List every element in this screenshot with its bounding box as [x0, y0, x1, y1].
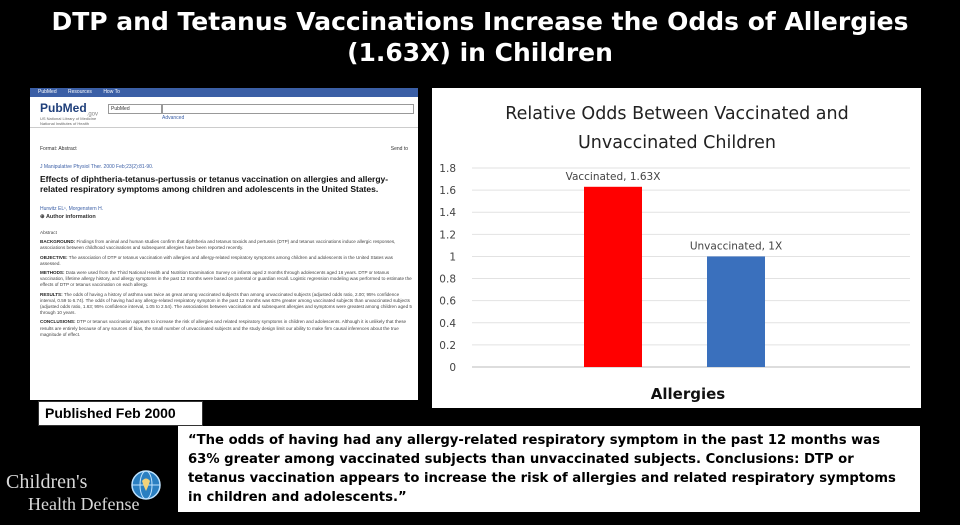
y-tick-label: 1: [449, 251, 456, 263]
topbar-item[interactable]: PubMed: [38, 89, 57, 95]
pubmed-logo-subtitle: US National Library of Medicine National…: [40, 116, 97, 126]
y-tick-label: 0.6: [439, 296, 456, 308]
pubmed-topbar: PubMed Resources How To: [30, 88, 418, 97]
bar-vaccinated: [584, 186, 642, 367]
advanced-search-link[interactable]: Advanced: [162, 115, 185, 121]
y-tick-label: 0.4: [439, 318, 456, 330]
globe-icon: [131, 470, 161, 500]
citation[interactable]: J Manipulative Physiol Ther. 2000 Feb;23…: [40, 164, 154, 170]
send-to-button[interactable]: Send to: [390, 146, 408, 152]
published-date-badge: Published Feb 2000: [38, 401, 203, 426]
abstract-conclusions: CONCLUSIONS: DTP or tetanus vaccination …: [40, 319, 407, 337]
pubmed-logo: PubMed.gov: [40, 101, 99, 118]
headline-line-1: DTP and Tetanus Vaccinations Increase th…: [51, 7, 909, 36]
database-select[interactable]: PubMed: [108, 104, 162, 114]
y-tick-label: 0: [449, 362, 456, 374]
author-information-toggle[interactable]: ⊕ Author information: [40, 214, 96, 220]
authors[interactable]: Hurwitz EL¹, Morgenstern H.: [40, 206, 104, 212]
chart-title-line-2: Unvaccinated Children: [578, 133, 776, 153]
abstract-objective: OBJECTIVE: The association of DTP or tet…: [40, 254, 393, 266]
y-tick-label: 1.4: [439, 207, 456, 219]
abstract-results: RESULTS: The odds of having a history of…: [40, 291, 412, 316]
abstract-body: Abstract BACKGROUND: Findings from anima…: [40, 230, 412, 341]
pubmed-abstract-screenshot: PubMed Resources How To PubMed.gov US Na…: [30, 88, 418, 400]
logo-text-line-2: Health Defense: [28, 494, 140, 514]
x-axis-label: Allergies: [651, 385, 726, 403]
search-input[interactable]: [162, 104, 414, 114]
format-selector[interactable]: Format: Abstract: [40, 146, 77, 152]
topbar-item[interactable]: How To: [103, 89, 120, 95]
abstract-quote: “The odds of having had any allergy-rela…: [178, 426, 920, 512]
y-tick-label: 1.8: [439, 163, 456, 175]
bar-data-label: Vaccinated, 1.63X: [566, 171, 661, 183]
bar-chart-card: Relative Odds Between Vaccinated and Unv…: [432, 88, 921, 408]
y-tick-label: 0.8: [439, 274, 456, 286]
logo-text-line-1: Children's: [6, 471, 88, 493]
y-tick-label: 0.2: [439, 340, 456, 352]
article-title: Effects of diphtheria-tetanus-pertussis …: [40, 174, 389, 194]
childrens-health-defense-logo: Children's Health Defense: [6, 467, 166, 519]
y-tick-label: 1.6: [439, 185, 456, 197]
chart-title-line-1: Relative Odds Between Vaccinated and: [505, 104, 848, 124]
abstract-methods: METHODS: Data were used from the Third N…: [40, 270, 412, 288]
bar-chart: Relative Odds Between Vaccinated and Unv…: [439, 104, 910, 403]
bar-unvaccinated: [707, 256, 765, 367]
abstract-label: Abstract: [40, 230, 57, 235]
headline: DTP and Tetanus Vaccinations Increase th…: [0, 6, 960, 68]
y-tick-label: 1.2: [439, 229, 456, 241]
bar-data-label: Unvaccinated, 1X: [690, 240, 782, 252]
topbar-item[interactable]: Resources: [68, 89, 92, 95]
pubmed-search-bar: PubMed.gov US National Library of Medici…: [30, 97, 418, 128]
abstract-background: BACKGROUND: Findings from animal and hum…: [40, 239, 396, 251]
headline-line-2: (1.63X) in Children: [347, 38, 613, 67]
